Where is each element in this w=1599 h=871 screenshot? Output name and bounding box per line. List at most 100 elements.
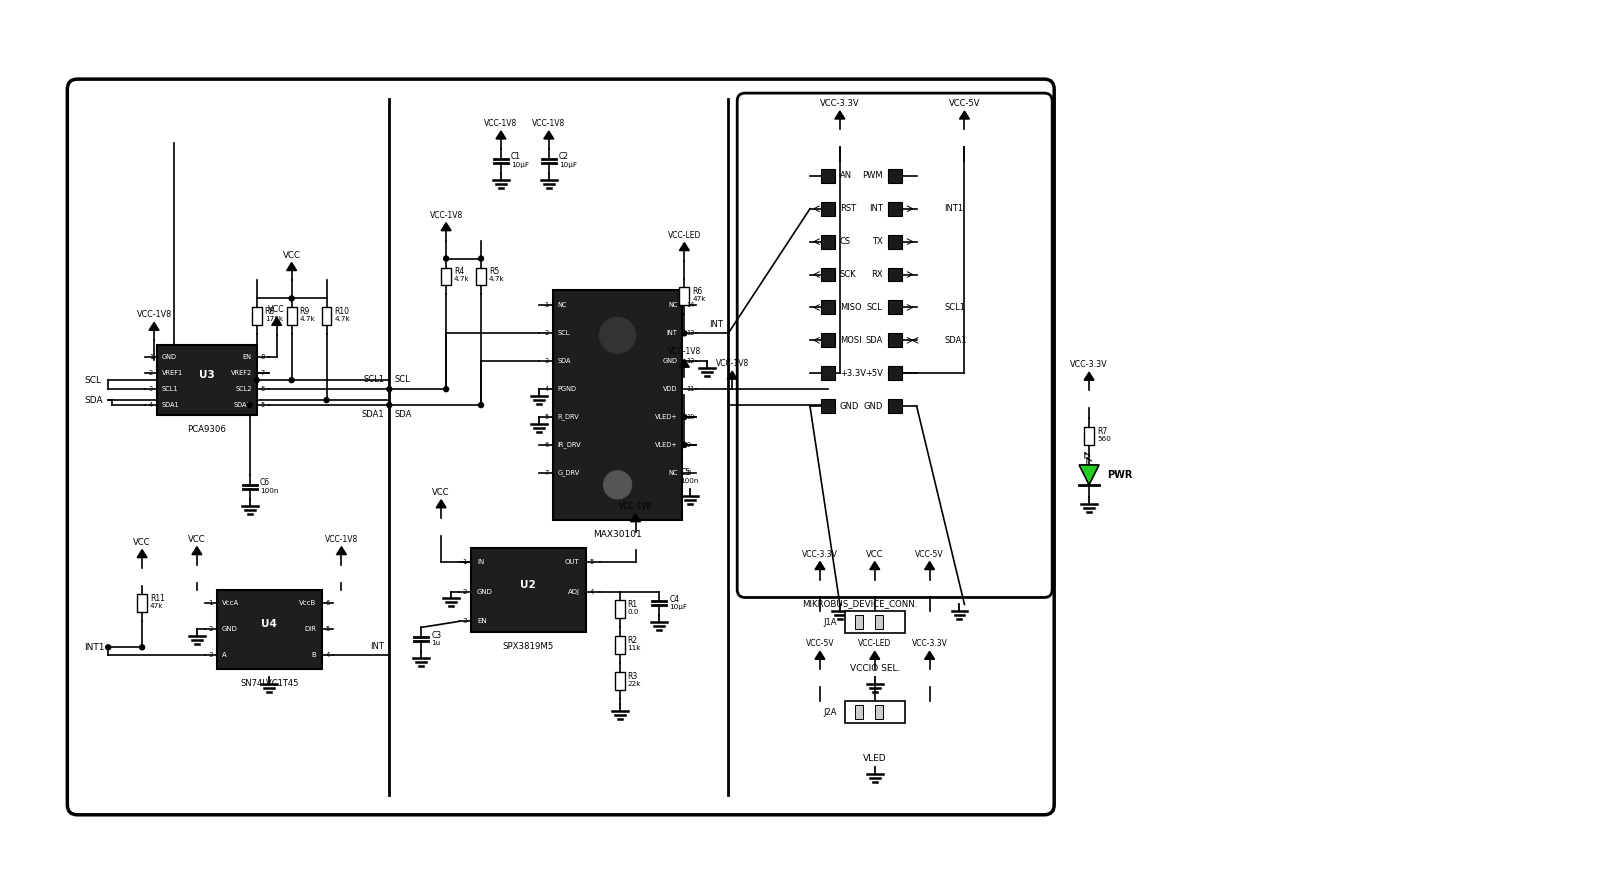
Bar [820, 399, 835, 413]
Bar [1084, 427, 1094, 445]
Text: 12: 12 [686, 358, 694, 364]
Bar [820, 234, 835, 248]
Text: U4: U4 [261, 619, 277, 630]
Bar [441, 267, 451, 286]
Bar [887, 300, 902, 314]
Bar [844, 701, 905, 723]
Bar [286, 307, 296, 326]
Text: 6: 6 [261, 386, 265, 392]
Text: PWM: PWM [862, 172, 883, 180]
Polygon shape [272, 317, 281, 326]
Text: VCC-3.3V: VCC-3.3V [820, 99, 860, 108]
Text: 10μF: 10μF [558, 162, 577, 168]
Text: VCCIO SEL.: VCCIO SEL. [849, 665, 900, 673]
Circle shape [289, 296, 294, 301]
Text: VccA: VccA [222, 600, 240, 606]
Bar [887, 202, 902, 216]
Text: NC: NC [668, 302, 678, 308]
Text: GND: GND [839, 402, 859, 410]
Circle shape [681, 415, 688, 420]
Text: VREF1: VREF1 [161, 370, 184, 376]
Text: R6: R6 [692, 287, 702, 296]
Text: VCC: VCC [432, 488, 449, 496]
Text: 2: 2 [208, 626, 213, 632]
Text: 4: 4 [545, 386, 548, 392]
Polygon shape [336, 547, 347, 555]
Polygon shape [630, 514, 641, 522]
Bar [875, 706, 883, 719]
Text: NC: NC [668, 469, 678, 476]
Text: DIR: DIR [304, 626, 317, 632]
Text: R4: R4 [454, 267, 464, 276]
Text: SDA: SDA [395, 410, 411, 419]
Text: 10μF: 10μF [670, 604, 688, 611]
Text: PGND: PGND [558, 386, 577, 392]
Text: 5: 5 [261, 402, 265, 408]
Text: 2: 2 [149, 370, 154, 376]
Bar [680, 287, 689, 306]
Text: SDA: SDA [865, 336, 883, 345]
Text: SCL1: SCL1 [945, 303, 966, 312]
Text: R8: R8 [265, 307, 275, 316]
Text: SCL2: SCL2 [235, 386, 251, 392]
Bar [321, 307, 331, 326]
Text: 4.7k: 4.7k [454, 276, 470, 282]
Text: J2A: J2A [823, 707, 836, 717]
Text: VCC: VCC [133, 537, 150, 547]
Bar [820, 334, 835, 348]
Bar [887, 399, 902, 413]
Text: VLED+: VLED+ [654, 414, 678, 420]
Text: SCL1: SCL1 [363, 375, 384, 384]
Text: 3: 3 [208, 652, 213, 658]
Text: GND: GND [161, 354, 177, 361]
Text: VCC: VCC [867, 550, 884, 558]
Text: SDA1: SDA1 [945, 336, 967, 345]
Text: 1: 1 [462, 558, 467, 564]
Text: GND: GND [477, 589, 492, 595]
Text: GND: GND [222, 626, 238, 632]
Text: R3: R3 [627, 672, 638, 681]
Text: VCC-1V8: VCC-1V8 [136, 310, 171, 320]
Bar [887, 234, 902, 248]
Text: R_DRV: R_DRV [558, 414, 579, 421]
Bar [887, 366, 902, 380]
Text: 4.7k: 4.7k [299, 316, 315, 322]
Polygon shape [870, 562, 879, 570]
Circle shape [139, 645, 144, 650]
Text: 0.0: 0.0 [627, 610, 640, 616]
Text: 6: 6 [545, 442, 548, 448]
Text: IR_DRV: IR_DRV [558, 442, 582, 449]
Text: 4: 4 [149, 402, 154, 408]
Bar [887, 267, 902, 281]
Bar [138, 595, 147, 612]
Bar [820, 267, 835, 281]
Text: 7: 7 [545, 469, 548, 476]
Text: 7: 7 [261, 370, 265, 376]
Circle shape [681, 331, 688, 336]
FancyBboxPatch shape [737, 93, 1052, 598]
Text: VCC-1V8: VCC-1V8 [484, 119, 518, 128]
Bar [217, 590, 321, 669]
Text: VCC-LED: VCC-LED [859, 639, 892, 648]
Circle shape [254, 378, 259, 382]
Text: VCC-1V8: VCC-1V8 [716, 359, 748, 368]
Text: 10μF: 10μF [512, 162, 529, 168]
Circle shape [443, 256, 449, 261]
Text: R11: R11 [150, 594, 165, 603]
Text: C6: C6 [259, 478, 270, 488]
Text: MISO: MISO [839, 303, 862, 312]
Polygon shape [149, 322, 158, 330]
Text: R1: R1 [627, 600, 638, 609]
Text: 1u: 1u [432, 640, 440, 646]
Text: 2: 2 [462, 589, 467, 595]
Circle shape [681, 442, 688, 448]
Text: VREF2: VREF2 [230, 370, 251, 376]
Text: MAX30101: MAX30101 [593, 530, 641, 538]
Text: VCC: VCC [283, 251, 301, 260]
Text: INT: INT [710, 321, 723, 329]
Text: VCC-1V8: VCC-1V8 [325, 535, 358, 544]
Text: VCC: VCC [269, 306, 285, 314]
Bar [855, 616, 863, 630]
Bar [875, 616, 883, 630]
Text: 1: 1 [149, 354, 154, 361]
